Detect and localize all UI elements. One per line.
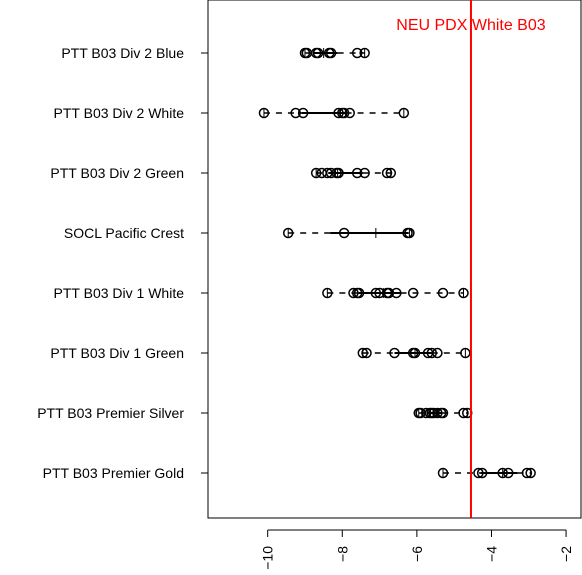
- y-tick-label: PTT B03 Div 1 White: [54, 285, 185, 301]
- data-point: [521, 467, 533, 479]
- data-point: [359, 47, 370, 59]
- data-point: [325, 47, 337, 59]
- data-point: [391, 287, 402, 299]
- data-point: [333, 107, 344, 119]
- data-point: [344, 107, 355, 119]
- box-3: [287, 228, 410, 238]
- data-point: [258, 107, 270, 119]
- data-point: [325, 167, 337, 179]
- data-point: [460, 347, 471, 359]
- data-point: [312, 47, 324, 59]
- data-point: [338, 107, 350, 119]
- x-tick-label: −2: [558, 546, 574, 562]
- data-point: [322, 287, 333, 299]
- data-point: [503, 467, 514, 479]
- data-point: [351, 47, 363, 59]
- data-point: [282, 227, 294, 239]
- y-tick-label: PTT B03 Premier Silver: [37, 405, 184, 421]
- y-tick-label: PTT B03 Premier Gold: [43, 465, 184, 481]
- x-tick-label: −4: [483, 546, 499, 562]
- data-point: [381, 167, 393, 179]
- data-point: [432, 407, 443, 419]
- data-point: [351, 167, 363, 179]
- box-plots: [263, 48, 532, 478]
- y-tick-label: PTT B03 Div 2 Green: [50, 165, 184, 181]
- data-point: [458, 287, 469, 299]
- data-point: [437, 407, 449, 419]
- data-point: [432, 347, 443, 359]
- data-point: [426, 347, 438, 359]
- data-point: [398, 107, 410, 119]
- y-tick-label: SOCL Pacific Crest: [64, 225, 184, 241]
- data-point: [361, 347, 372, 359]
- data-point: [357, 347, 369, 359]
- data-point: [437, 467, 449, 479]
- reference-line-group: NEU PDX White B03: [396, 0, 546, 518]
- data-point: [476, 467, 488, 479]
- y-tick-label: PTT B03 Div 2 White: [54, 105, 185, 121]
- reference-line-label: NEU PDX White B03: [396, 17, 545, 34]
- data-point: [297, 107, 309, 119]
- box-4: [326, 288, 465, 298]
- box-5: [362, 348, 466, 358]
- data-point: [383, 287, 395, 299]
- plot-frame: [207, 0, 582, 519]
- data-point: [497, 467, 508, 479]
- x-tick-label: −6: [409, 546, 425, 562]
- data-point: [333, 167, 344, 179]
- x-axis: −10 −8 −6 −4 −2: [260, 529, 574, 570]
- data-point: [409, 347, 421, 359]
- x-tick-label: −8: [334, 546, 350, 562]
- data-point: [404, 227, 415, 239]
- data-point: [473, 467, 484, 479]
- y-tick-label: PTT B03 Div 2 Blue: [61, 45, 184, 61]
- data-point: [348, 287, 359, 299]
- x-tick-label: −10: [260, 546, 276, 570]
- data-point: [359, 167, 370, 179]
- data-point: [290, 107, 301, 119]
- data-point: [370, 287, 382, 299]
- y-tick-label: PTT B03 Div 1 Green: [50, 345, 184, 361]
- data-point: [389, 347, 400, 359]
- data-point: [420, 407, 432, 419]
- data-point: [385, 167, 397, 179]
- data-point: [310, 167, 322, 179]
- data-point: [407, 287, 419, 299]
- data-point: [458, 407, 469, 419]
- data-point: [353, 287, 365, 299]
- y-axis-labels: PTT B03 Div 2 Blue PTT B03 Div 2 White PTT…: [37, 45, 208, 481]
- data-point: [338, 227, 350, 239]
- data-point: [525, 467, 536, 479]
- data-points: [258, 47, 536, 479]
- data-point: [437, 287, 449, 299]
